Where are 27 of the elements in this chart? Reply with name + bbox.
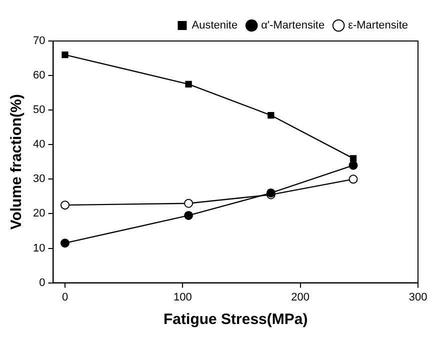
- x-tick-label: 200: [291, 291, 310, 304]
- point: [268, 112, 274, 119]
- y-tick-label: 40: [32, 138, 46, 151]
- legend-label: Austenite: [192, 20, 238, 32]
- point: [62, 51, 68, 58]
- point: [348, 174, 358, 184]
- x-tick-label: 0: [62, 291, 68, 304]
- x-axis-title: Fatigue Stress(MPa): [164, 311, 308, 328]
- point: [350, 155, 357, 162]
- y-tick-label: 30: [32, 173, 46, 186]
- y-tick-label: 70: [32, 35, 46, 48]
- legend-label: α'-Martensite: [261, 20, 325, 32]
- y-axis-title: Volume fraction(%): [8, 94, 26, 230]
- x-tick-label: 300: [408, 291, 428, 304]
- y-tick-label: 50: [32, 104, 46, 116]
- point: [185, 80, 192, 88]
- y-tick-label: 10: [32, 242, 46, 254]
- legend-label: ε-Martensite: [348, 20, 408, 32]
- point: [60, 200, 70, 210]
- y-tick-label: 0: [39, 276, 46, 289]
- x-tick-label: 100: [173, 291, 192, 304]
- y-tick-label: 20: [32, 208, 46, 220]
- point: [348, 160, 358, 170]
- point: [60, 238, 70, 248]
- point: [184, 210, 194, 220]
- y-tick-label: 60: [32, 70, 46, 82]
- point: [184, 198, 194, 208]
